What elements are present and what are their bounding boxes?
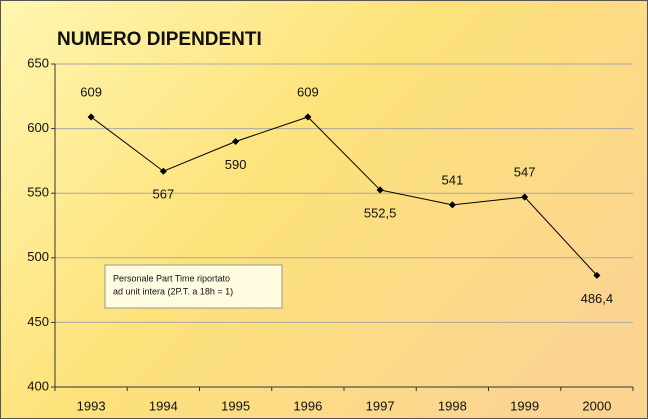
x-tick-label: 1994 [149, 398, 178, 413]
annotation-box [104, 264, 283, 309]
marker [232, 137, 240, 146]
y-tick-label: 650 [27, 55, 49, 70]
data-label: 609 [80, 84, 102, 99]
marker [87, 113, 95, 121]
x-tick-label: 1995 [221, 398, 250, 413]
y-tick-label: 450 [27, 314, 49, 329]
data-label: 567 [153, 187, 175, 202]
data-label: 590 [225, 157, 247, 172]
marker [521, 193, 529, 201]
data-label: 486,4 [581, 291, 614, 306]
line [90, 116, 598, 276]
x-tick-label: 2000 [582, 398, 611, 413]
x-tick-label: 1996 [293, 398, 322, 413]
data-label: 552,5 [364, 205, 397, 220]
marker [304, 113, 312, 121]
data-label: 541 [442, 172, 464, 187]
chart-title: NUMERO DIPENDENTI [57, 29, 262, 50]
y-tick-label: 550 [27, 185, 49, 200]
marker [593, 271, 601, 279]
marker [159, 167, 167, 175]
data-label: 609 [297, 84, 319, 99]
x-tick-label: 1999 [510, 398, 539, 413]
data-label: 547 [514, 165, 536, 180]
annotation: ad unit intera (2P.T. a 18h = 1) [113, 286, 233, 296]
annotation: Personale Part Time riportato [113, 273, 230, 283]
x-tick-label: 1997 [366, 398, 395, 413]
x-tick-label: 1993 [77, 398, 106, 413]
x-tick-label: 1998 [438, 398, 467, 413]
marker [448, 201, 456, 209]
y-tick-label: 600 [27, 120, 49, 135]
marker [376, 186, 384, 194]
y-tick-label: 500 [27, 249, 49, 264]
y-tick-label: 400 [27, 378, 49, 393]
